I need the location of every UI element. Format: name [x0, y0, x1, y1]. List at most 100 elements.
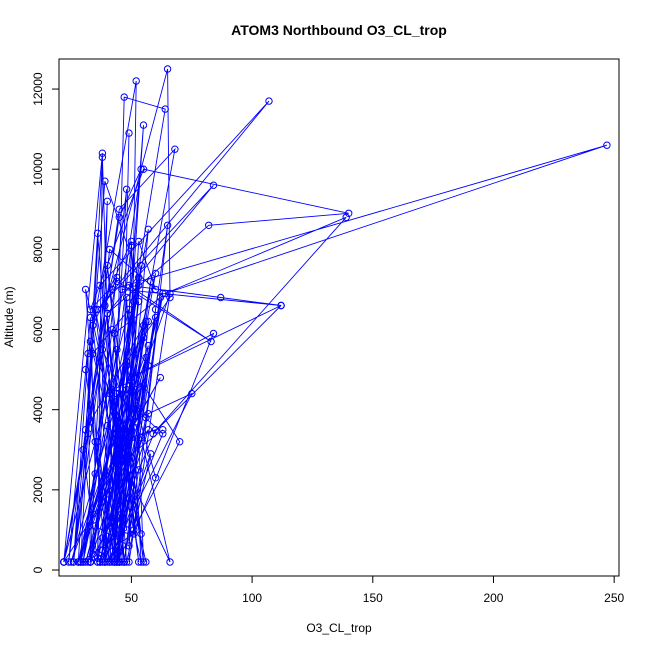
data-point	[125, 558, 133, 566]
data-point	[122, 185, 131, 194]
data-point	[159, 430, 167, 438]
data-point	[89, 510, 97, 518]
x-tick-label: 250	[604, 591, 624, 605]
data-point	[144, 410, 153, 418]
data-point	[69, 558, 78, 566]
series-8	[86, 141, 611, 566]
data-point	[139, 165, 148, 173]
data-point	[603, 141, 611, 149]
y-tick-label: 10000	[31, 152, 45, 186]
data-point	[91, 522, 99, 530]
data-point	[98, 149, 107, 157]
data-point	[217, 293, 225, 302]
data-point	[139, 558, 148, 566]
series-line	[82, 401, 152, 563]
data-point	[103, 558, 112, 566]
data-point	[139, 121, 148, 129]
data-point	[118, 434, 126, 442]
data-point	[74, 558, 83, 566]
data-point	[265, 97, 273, 105]
data-point	[86, 337, 95, 346]
data-point	[120, 422, 128, 430]
data-point	[127, 434, 136, 442]
data-point	[171, 145, 179, 153]
data-point	[108, 558, 116, 566]
data-point	[163, 65, 172, 73]
data-point	[103, 261, 112, 270]
data-point	[144, 341, 153, 350]
data-point	[110, 558, 119, 566]
data-point	[81, 365, 90, 374]
data-point	[91, 305, 99, 314]
data-point	[86, 558, 95, 566]
data-point	[118, 558, 126, 566]
data-point	[98, 345, 107, 354]
series-5	[79, 398, 155, 566]
series-line	[89, 144, 608, 564]
data-point	[101, 177, 109, 185]
data-point	[81, 285, 90, 294]
data-point	[151, 474, 160, 482]
data-point	[149, 430, 157, 438]
data-point	[113, 558, 121, 566]
data-point	[277, 301, 285, 310]
data-point	[98, 153, 107, 161]
data-point	[139, 333, 148, 342]
data-point	[113, 442, 121, 450]
data-point	[113, 277, 121, 286]
y-tick-label: 0	[31, 566, 45, 573]
data-point	[135, 281, 143, 290]
data-point	[115, 389, 124, 398]
data-point	[130, 297, 138, 306]
data-point	[122, 357, 131, 366]
data-point	[120, 93, 128, 101]
data-point	[127, 373, 136, 382]
data-point	[115, 558, 124, 566]
data-point	[96, 281, 104, 290]
data-point	[135, 558, 143, 566]
data-point	[135, 297, 143, 306]
data-point	[103, 422, 112, 430]
data-point	[132, 385, 140, 394]
data-point	[142, 558, 150, 566]
data-point	[93, 558, 102, 566]
x-tick-label: 200	[483, 591, 503, 605]
y-axis: 0 2000 4000 6000 8000 10000 12000	[31, 72, 60, 573]
data-point	[127, 237, 136, 246]
data-point	[81, 558, 90, 566]
data-point	[127, 241, 136, 250]
data-point	[159, 426, 167, 434]
data-point	[115, 446, 124, 454]
data-point	[176, 438, 184, 446]
y-axis-label: Altitude (m)	[2, 286, 16, 347]
data-point	[115, 205, 124, 214]
data-point	[127, 426, 136, 434]
data-point	[113, 418, 121, 426]
data-point	[106, 558, 114, 566]
data-point	[345, 209, 353, 218]
data-point	[89, 321, 97, 330]
data-point	[86, 418, 95, 426]
data-point	[144, 317, 153, 326]
data-layer	[60, 65, 611, 566]
data-point	[137, 558, 145, 566]
data-point	[122, 361, 131, 370]
data-point	[342, 213, 350, 222]
data-point	[122, 558, 131, 566]
data-point	[125, 434, 133, 442]
data-point	[156, 293, 165, 302]
x-tick-label: 100	[242, 591, 262, 605]
data-point	[101, 558, 109, 566]
data-point	[205, 221, 213, 230]
data-point	[108, 285, 116, 294]
y-tick-label: 2000	[31, 476, 45, 503]
y-tick-label: 12000	[31, 72, 45, 106]
y-tick-label: 8000	[31, 236, 45, 263]
data-point	[147, 450, 155, 458]
data-point	[209, 329, 218, 338]
y-tick-label: 6000	[31, 316, 45, 343]
series-line	[99, 384, 193, 563]
data-point	[135, 466, 143, 474]
x-axis-label: O3_CL_trop	[306, 621, 372, 635]
